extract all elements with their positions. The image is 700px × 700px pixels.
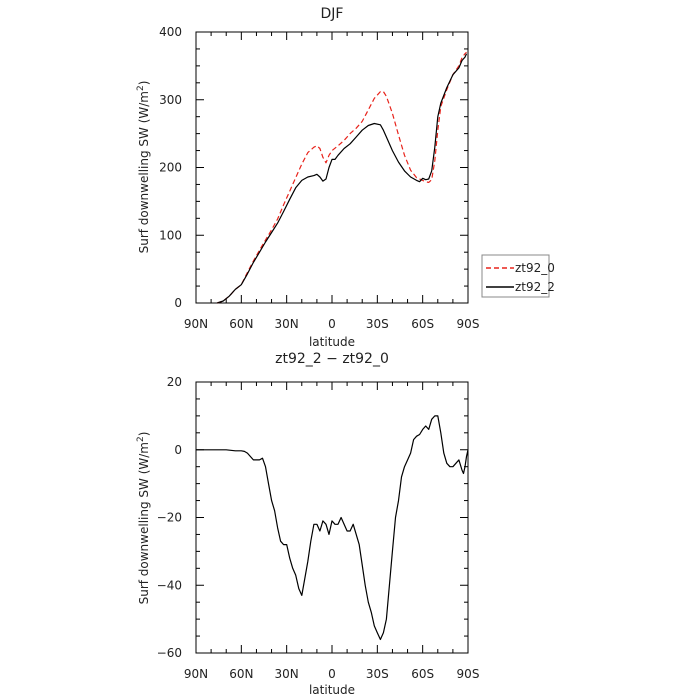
bottom-series-line-0 <box>196 415 469 641</box>
top-x-tick-label: 90N <box>184 317 208 331</box>
bottom-y-tick-label: −60 <box>157 646 182 660</box>
top-y-tick-label: 300 <box>159 93 182 107</box>
top-ticks: 90N 60N 30N 0 30S 60S 90S 0 100 200 300 400 <box>159 25 479 331</box>
top-chart-title: DJF <box>321 6 344 22</box>
top-x-tick-label: 30N <box>275 317 299 331</box>
bottom-plot-frame <box>195 381 469 654</box>
bottom-y-tick-label: 0 <box>174 443 182 457</box>
top-series-line-zt92_0 <box>217 51 467 304</box>
top-x-tick-label: 60N <box>229 317 253 331</box>
legend: zt92_0 zt92_2 <box>481 254 555 298</box>
top-x-tick-label: 90S <box>457 317 480 331</box>
bottom-y-tick-label: −20 <box>157 511 182 525</box>
top-series-line-zt92_2 <box>217 53 468 304</box>
bottom-lines <box>196 415 469 641</box>
bottom-y-tick-label: 20 <box>167 375 182 389</box>
bottom-chart-title: zt92_2 − zt92_0 <box>275 351 389 367</box>
top-y-tick-label: 100 <box>159 228 182 242</box>
top-panel: DJF 90N 60N 30N 0 30S 60S 90S 0 100 200 300 400 lat… <box>136 6 555 349</box>
top-y-tick-label: 200 <box>159 161 182 175</box>
legend-label-zt92-0: zt92_0 <box>515 261 555 275</box>
top-y-tick-label: 400 <box>159 25 182 39</box>
bottom-x-axis-label: latitude <box>309 683 355 697</box>
top-plot-frame <box>195 31 469 304</box>
legend-box <box>481 254 550 298</box>
legend-label-zt92-2: zt92_2 <box>515 280 555 294</box>
top-x-tick-label: 0 <box>328 317 336 331</box>
bottom-panel: zt92_2 − zt92_0 90N 60N 30N 0 30S 60S 90S −60 −4… <box>136 351 479 697</box>
top-x-axis-label: latitude <box>309 335 355 349</box>
bottom-x-tick-label: 60S <box>411 667 434 681</box>
bottom-x-tick-label: 30N <box>275 667 299 681</box>
bottom-y-axis-label: Surf downwelling SW (W/m2) <box>136 432 151 605</box>
bottom-y-tick-label: −40 <box>157 578 182 592</box>
top-x-tick-label: 60S <box>411 317 434 331</box>
bottom-x-tick-label: 0 <box>328 667 336 681</box>
top-x-tick-label: 30S <box>366 317 389 331</box>
top-y-tick-label: 0 <box>174 296 182 310</box>
bottom-x-tick-label: 30S <box>366 667 389 681</box>
bottom-x-tick-label: 90S <box>457 667 480 681</box>
top-lines <box>217 51 468 304</box>
bottom-x-tick-label: 90N <box>184 667 208 681</box>
top-y-axis-label: Surf downwelling SW (W/m2) <box>136 81 151 254</box>
bottom-x-tick-label: 60N <box>229 667 253 681</box>
